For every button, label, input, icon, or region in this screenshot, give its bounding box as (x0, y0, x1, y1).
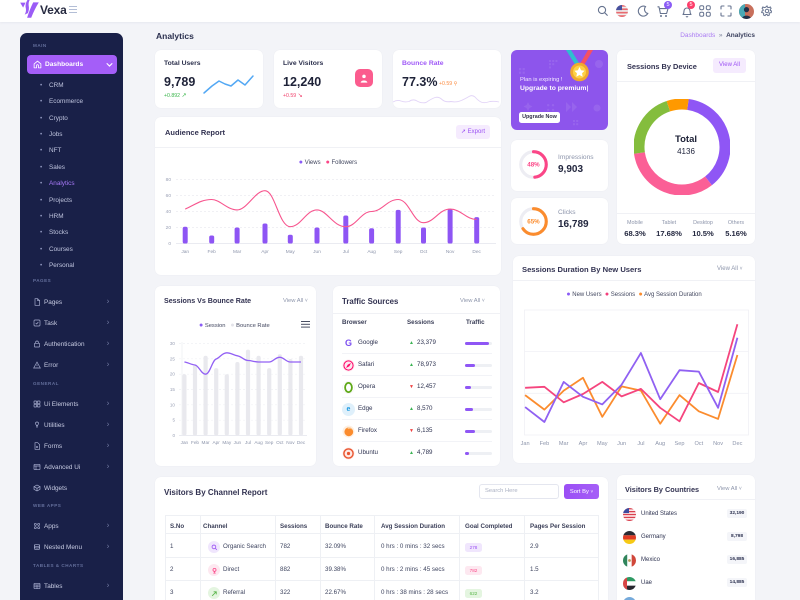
svg-text:Apr: Apr (213, 440, 221, 445)
svg-text:Aug: Aug (367, 249, 376, 255)
svg-text:Jun: Jun (313, 249, 321, 255)
svg-text:Feb: Feb (540, 441, 550, 447)
svg-text:Mar: Mar (202, 440, 211, 445)
svg-text:0: 0 (172, 433, 175, 438)
svg-text:Jun: Jun (234, 440, 242, 445)
svg-text:Nov: Nov (713, 441, 723, 447)
svg-text:May: May (222, 440, 232, 445)
svg-text:Jan: Jan (181, 249, 189, 255)
svg-text:May: May (286, 249, 296, 255)
svg-text:Dec: Dec (297, 440, 306, 445)
svg-text:20: 20 (166, 225, 172, 231)
svg-text:Oct: Oct (694, 441, 703, 447)
svg-text:5: 5 (172, 418, 175, 423)
svg-text:Dec: Dec (472, 249, 481, 255)
svg-text:Sep: Sep (675, 441, 685, 447)
svg-text:Aug: Aug (655, 441, 665, 447)
svg-text:0: 0 (168, 241, 171, 247)
svg-text:Feb: Feb (208, 249, 217, 255)
svg-text:Aug: Aug (254, 440, 263, 445)
svg-text:65%: 65% (527, 219, 540, 226)
svg-text:May: May (597, 441, 608, 447)
svg-text:Apr: Apr (261, 249, 269, 255)
svg-text:Mar: Mar (233, 249, 242, 255)
svg-text:60: 60 (166, 193, 172, 199)
svg-text:Dec: Dec (732, 441, 742, 447)
svg-text:Oct: Oct (276, 440, 284, 445)
svg-text:48%: 48% (527, 162, 540, 169)
svg-text:30: 30 (170, 341, 176, 346)
svg-text:Mar: Mar (559, 441, 569, 447)
svg-text:Jun: Jun (617, 441, 626, 447)
svg-text:80: 80 (166, 177, 172, 183)
svg-text:Sep: Sep (265, 440, 274, 445)
svg-text:20: 20 (170, 372, 176, 377)
svg-text:15: 15 (170, 387, 176, 392)
svg-text:Jan: Jan (181, 440, 189, 445)
svg-text:Jan: Jan (521, 441, 530, 447)
svg-text:Oct: Oct (420, 249, 428, 255)
svg-text:Sep: Sep (394, 249, 403, 255)
svg-text:Jul: Jul (637, 441, 644, 447)
svg-text:Nov: Nov (446, 249, 455, 255)
svg-text:40: 40 (166, 209, 172, 215)
svg-text:Jul: Jul (343, 249, 349, 255)
svg-text:Nov: Nov (286, 440, 295, 445)
svg-text:25: 25 (170, 356, 176, 361)
svg-text:Jul: Jul (245, 440, 251, 445)
svg-text:Apr: Apr (579, 441, 588, 447)
svg-text:Feb: Feb (191, 440, 199, 445)
svg-text:10: 10 (170, 402, 176, 407)
